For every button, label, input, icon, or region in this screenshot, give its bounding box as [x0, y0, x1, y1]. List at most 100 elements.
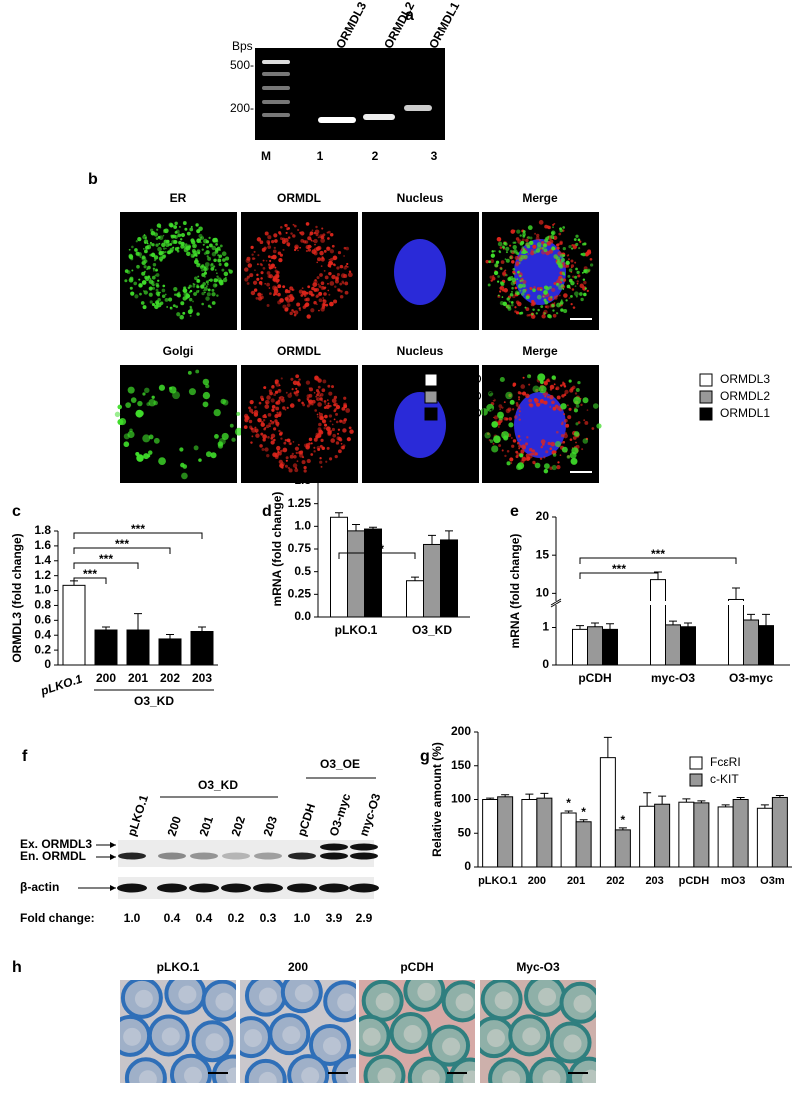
signal — [331, 427, 335, 432]
signal — [574, 392, 578, 395]
y-tick-label: 1.5 — [294, 473, 311, 487]
signal — [208, 279, 211, 282]
bar — [614, 829, 631, 868]
signal — [137, 400, 143, 407]
signal — [164, 293, 167, 296]
fold-change: 1.0 — [124, 911, 141, 925]
signal — [551, 303, 555, 308]
signal — [217, 441, 224, 447]
signal — [549, 394, 554, 400]
y-tick-label: 150 — [451, 758, 471, 772]
group-label: O3_KD — [134, 694, 174, 708]
signal — [333, 395, 338, 400]
signal — [505, 391, 513, 400]
x-tick-label: 202 — [606, 875, 624, 887]
ladder-band — [262, 113, 290, 117]
signal — [562, 288, 565, 290]
signal — [542, 243, 548, 248]
signal — [281, 466, 284, 469]
signal — [282, 406, 286, 410]
signal — [574, 285, 577, 287]
signal — [301, 287, 304, 290]
signal — [136, 454, 144, 462]
bar — [602, 628, 618, 666]
signal — [518, 406, 521, 410]
annotation: * — [621, 813, 626, 827]
signal — [301, 401, 304, 405]
signal — [257, 417, 262, 423]
blot-band — [319, 883, 349, 893]
signal — [271, 385, 275, 388]
signal — [321, 257, 325, 260]
cell-center — [421, 1069, 440, 1083]
signal — [529, 287, 532, 290]
signal — [153, 400, 158, 406]
signal — [195, 369, 200, 374]
signal — [521, 456, 527, 462]
signal — [331, 244, 335, 248]
signal — [340, 445, 345, 450]
signal — [327, 237, 330, 240]
signal — [125, 402, 132, 409]
signal — [297, 249, 299, 252]
cells — [120, 980, 236, 1083]
signal — [317, 402, 322, 407]
fold-change: 0.2 — [228, 911, 245, 925]
signal — [285, 231, 288, 234]
signal — [222, 258, 226, 262]
signal — [305, 380, 311, 385]
cell-center — [301, 1067, 320, 1083]
signal — [570, 259, 574, 263]
error-bar — [603, 736, 612, 758]
significance-label: *** — [99, 552, 113, 566]
signal — [300, 294, 304, 297]
signal — [536, 233, 540, 238]
signal — [180, 241, 185, 246]
signal — [304, 303, 308, 308]
lane-label: 201 — [197, 814, 217, 838]
y-tick-label: 1 — [542, 620, 549, 634]
signal — [279, 298, 284, 303]
signal — [278, 232, 282, 236]
signal — [293, 313, 297, 317]
signal — [326, 246, 330, 250]
cells — [359, 980, 475, 1083]
signal — [511, 260, 515, 264]
signal — [246, 282, 250, 285]
signal — [201, 291, 205, 296]
signal — [270, 255, 274, 260]
bar — [680, 626, 696, 666]
signal — [331, 385, 334, 389]
cell-center — [161, 1027, 180, 1046]
error-bar — [697, 800, 706, 803]
x-tick-label: 200 — [528, 875, 546, 887]
row-label: β-actin — [20, 880, 59, 894]
signal — [185, 245, 191, 251]
signal — [541, 314, 546, 319]
signal — [579, 292, 583, 296]
signal — [518, 447, 520, 450]
signal — [248, 406, 251, 410]
row-label: En. ORMDL — [20, 849, 86, 863]
y-tick-label: 1.0 — [294, 519, 311, 533]
signal — [209, 278, 213, 282]
signal — [276, 281, 279, 284]
signal — [343, 396, 347, 400]
signal — [215, 240, 219, 243]
signal — [539, 400, 544, 404]
signal — [258, 281, 263, 285]
axis-break-mark — [550, 600, 562, 608]
signal — [256, 273, 259, 277]
signal — [305, 291, 308, 294]
channel-label: Nucleus — [397, 191, 444, 205]
signal — [311, 403, 314, 406]
signal — [182, 288, 188, 293]
signal — [564, 389, 569, 395]
bar — [126, 629, 150, 666]
bar — [650, 579, 666, 666]
signal — [152, 269, 155, 272]
signal — [346, 262, 349, 266]
signal — [582, 397, 589, 404]
x-tick-label: 203 — [192, 671, 212, 685]
signal — [293, 310, 299, 315]
